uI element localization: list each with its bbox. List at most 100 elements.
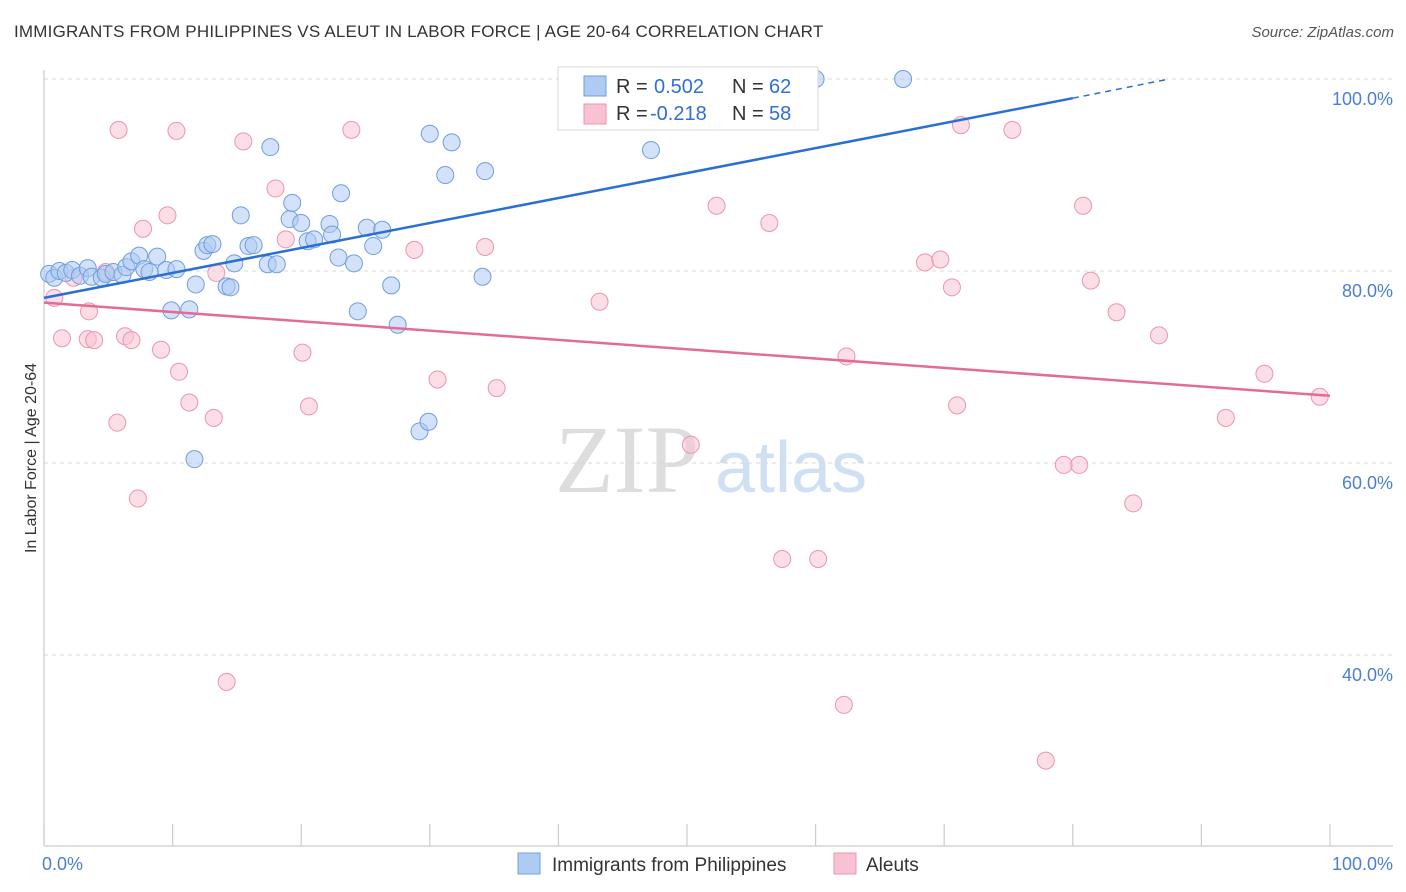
tick-labels: 40.0% 60.0% 80.0% 100.0% 0.0% 100.0% <box>42 89 1393 874</box>
philippines-point <box>185 450 204 469</box>
aleuts-point <box>1003 120 1022 139</box>
legend-r-label-1: R = <box>616 76 648 98</box>
legend-r-label-2: R = <box>616 103 648 125</box>
philippines-point <box>244 236 263 255</box>
y-tick-label: 60.0% <box>1342 473 1393 493</box>
philippines-point <box>442 133 461 152</box>
philippines-point <box>292 214 311 232</box>
philippines-point <box>364 237 383 256</box>
philippines-point <box>267 255 286 274</box>
watermark-zip: ZIP <box>555 406 699 513</box>
aleuts-point <box>1081 271 1100 290</box>
aleuts-point <box>707 196 726 215</box>
aleuts-point <box>760 214 779 232</box>
aleuts-point <box>266 179 285 198</box>
aleuts-point <box>53 329 72 348</box>
aleuts-point <box>167 121 186 140</box>
philippines-point <box>329 248 348 267</box>
legend-n-value-2: 58 <box>769 103 791 125</box>
aleuts-point <box>428 370 447 389</box>
philippines-point <box>436 166 455 184</box>
philippines-point <box>476 162 495 181</box>
philippines-point <box>473 267 492 286</box>
aleuts-point <box>590 292 609 311</box>
aleuts-point <box>109 120 128 139</box>
aleuts-point <box>128 489 147 508</box>
philippines-trend-line <box>43 96 1074 300</box>
bottom-legend-swatch-aleuts <box>833 852 857 875</box>
philippines-point <box>373 220 392 239</box>
aleuts-point <box>180 393 199 412</box>
y-tick-label: 100.0% <box>1332 89 1393 109</box>
philippines-point <box>641 141 660 160</box>
aleuts-point <box>834 695 853 714</box>
bottom-legend-swatch-philippines <box>517 852 541 875</box>
philippines-point <box>180 300 199 319</box>
philippines-point <box>419 412 438 431</box>
philippines-point <box>420 124 439 143</box>
y-tick-label: 40.0% <box>1342 665 1393 685</box>
trend-lines <box>43 78 1331 398</box>
aleuts-point <box>85 331 104 350</box>
legend-n-label-1: N = <box>732 76 764 98</box>
philippines-point <box>283 193 302 212</box>
aleuts-point <box>476 238 495 256</box>
y-axis-label: In Labor Force | Age 20-64 <box>23 363 40 553</box>
philippines-point <box>148 247 167 266</box>
aleuts-point <box>217 672 236 691</box>
legend-box: R = 0.502 N = 62 R = -0.218 N = 58 <box>557 66 819 131</box>
philippines-point <box>186 275 205 294</box>
aleuts-point <box>134 219 153 238</box>
watermark-atlas: atlas <box>715 428 867 508</box>
aleuts-point <box>915 253 934 272</box>
aleuts-point <box>108 413 127 432</box>
aleuts-point <box>276 230 295 249</box>
aleuts-point <box>342 120 361 139</box>
x-tick-label: 100.0% <box>1332 854 1393 874</box>
source-note: Source: ZipAtlas.com <box>1251 24 1394 41</box>
aleuts-point <box>948 396 967 415</box>
legend-n-value-1: 62 <box>769 76 791 98</box>
philippines-point <box>167 260 186 279</box>
philippines-point <box>261 138 280 157</box>
aleuts-point <box>170 362 189 381</box>
aleuts-point <box>405 240 424 259</box>
aleuts-point <box>1216 408 1235 427</box>
axes-layer <box>43 70 1393 847</box>
philippines-point <box>332 184 351 203</box>
aleuts-point <box>809 550 828 568</box>
aleuts-point <box>681 435 700 454</box>
bottom-legend-label-philippines: Immigrants from Philippines <box>552 855 786 876</box>
aleuts-point <box>204 408 223 427</box>
philippines-point <box>231 206 250 225</box>
aleuts-point <box>293 343 312 362</box>
aleuts-point <box>152 340 171 359</box>
legend-swatch-aleuts <box>583 103 607 125</box>
aleuts-point <box>1149 326 1168 345</box>
aleuts-point <box>1070 455 1089 474</box>
bottom-legend: Immigrants from Philippines Aleuts <box>517 852 919 876</box>
philippines-point <box>894 70 913 88</box>
aleuts-point <box>158 206 177 225</box>
philippines-point <box>203 235 222 254</box>
philippines-trend-extension <box>1072 78 1170 99</box>
legend-r-value-1: 0.502 <box>654 76 704 98</box>
y-tick-label: 80.0% <box>1342 281 1393 301</box>
philippines-point <box>221 278 240 297</box>
aleuts-point <box>1054 455 1073 474</box>
aleuts-point <box>1310 387 1329 406</box>
aleuts-point <box>1036 751 1055 770</box>
aleuts-point <box>1255 364 1274 383</box>
aleuts-point <box>773 550 792 568</box>
aleuts-point <box>122 331 141 350</box>
legend-n-label-2: N = <box>732 103 764 125</box>
aleuts-point <box>234 132 253 151</box>
legend-r-value-2: -0.218 <box>650 103 707 125</box>
grid-layer <box>43 78 1393 846</box>
aleuts-point <box>1107 303 1126 322</box>
philippines-point <box>348 302 367 321</box>
aleuts-point <box>931 250 950 269</box>
legend-swatch-philippines <box>583 75 607 97</box>
chart-title: IMMIGRANTS FROM PHILIPPINES VS ALEUT IN … <box>14 22 824 41</box>
